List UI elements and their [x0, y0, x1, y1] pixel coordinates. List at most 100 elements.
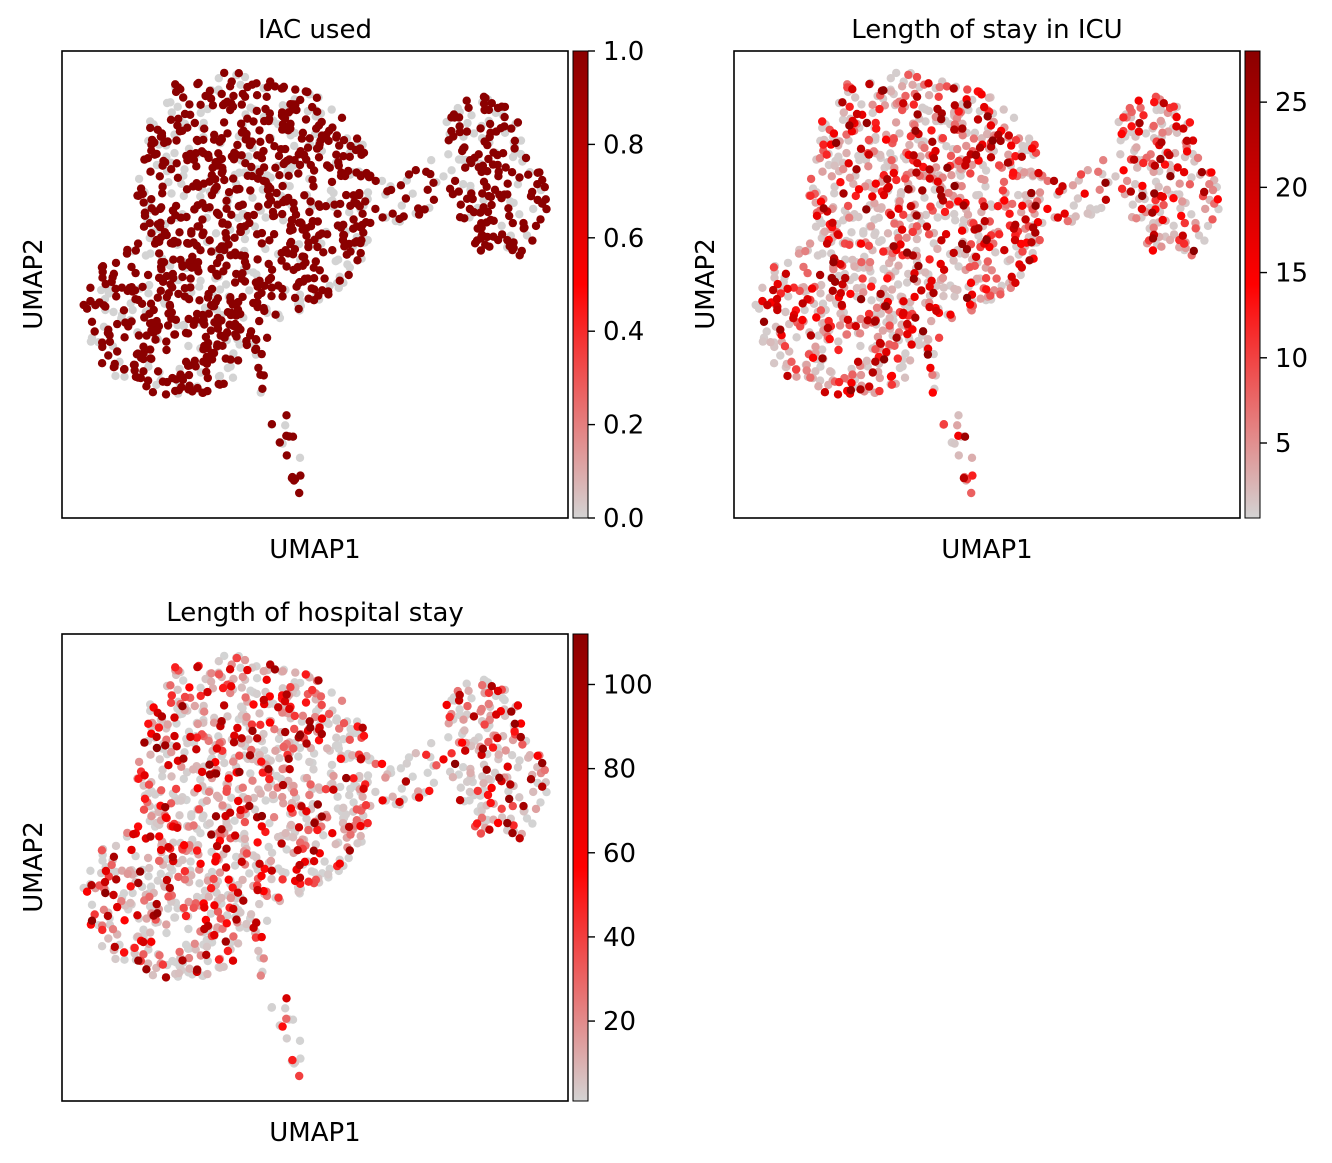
data-point — [179, 903, 188, 913]
data-point — [128, 888, 137, 898]
data-point — [481, 240, 490, 249]
data-point — [1165, 150, 1174, 160]
data-point — [401, 777, 411, 786]
data-point — [209, 135, 219, 144]
data-point — [359, 731, 369, 740]
data-point — [904, 269, 913, 279]
data-point — [462, 96, 471, 105]
data-point — [819, 204, 828, 213]
data-point — [222, 204, 231, 213]
data-point — [294, 823, 304, 832]
data-point — [197, 767, 207, 777]
data-point — [239, 896, 248, 905]
data-point — [874, 213, 883, 222]
data-point — [903, 330, 912, 339]
data-point — [439, 755, 448, 764]
data-point — [1139, 111, 1148, 120]
data-point — [926, 363, 935, 373]
data-point — [1049, 176, 1059, 186]
data-point — [885, 313, 894, 323]
data-point — [256, 370, 265, 379]
data-point — [538, 782, 547, 791]
data-point — [138, 282, 147, 292]
data-point — [816, 197, 826, 206]
data-point — [891, 118, 901, 127]
data-point — [484, 154, 493, 164]
data-point — [235, 184, 244, 194]
data-point — [308, 685, 317, 695]
data-point — [1179, 124, 1188, 133]
data-point — [836, 260, 845, 269]
data-point — [460, 726, 469, 735]
data-point — [306, 723, 315, 732]
data-point — [432, 761, 441, 770]
data-point — [510, 136, 520, 145]
data-point — [230, 233, 239, 242]
data-point — [776, 351, 785, 360]
data-point — [361, 197, 370, 206]
data-point — [109, 269, 119, 278]
data-point — [302, 814, 311, 823]
data-point — [1207, 168, 1216, 177]
data-point — [524, 170, 533, 179]
data-point — [186, 110, 195, 120]
data-point — [429, 195, 439, 204]
data-point — [516, 732, 525, 742]
data-point — [213, 907, 223, 916]
data-point — [206, 677, 216, 686]
data-point — [974, 231, 983, 240]
data-point — [241, 693, 250, 702]
data-point — [257, 288, 266, 298]
data-point — [173, 121, 182, 130]
data-point — [173, 904, 182, 913]
data-point — [823, 323, 833, 333]
data-point — [256, 720, 265, 729]
data-point — [205, 770, 215, 779]
data-point — [1071, 212, 1080, 221]
data-point — [1182, 136, 1192, 145]
data-point — [1053, 213, 1063, 222]
data-point — [839, 189, 848, 198]
data-point — [295, 860, 304, 870]
data-point — [313, 825, 322, 835]
data-point — [489, 216, 498, 225]
data-point — [1083, 209, 1092, 218]
data-point — [155, 249, 164, 258]
data-point — [967, 160, 977, 170]
data-point — [97, 846, 107, 855]
data-point — [498, 149, 508, 158]
data-point — [113, 902, 122, 912]
data-point — [104, 934, 113, 943]
data-point — [288, 1015, 298, 1024]
data-point — [339, 152, 348, 161]
data-point — [890, 219, 899, 228]
data-point — [336, 782, 345, 792]
data-point — [783, 258, 793, 268]
data-point — [1194, 231, 1204, 240]
data-point — [268, 790, 278, 800]
data-point — [881, 302, 891, 311]
data-point — [158, 182, 167, 191]
data-point — [232, 852, 241, 862]
data-point — [161, 390, 171, 399]
data-point — [157, 786, 166, 795]
data-point — [285, 121, 294, 131]
data-point — [1148, 234, 1158, 243]
data-point — [423, 185, 432, 194]
data-point — [133, 822, 143, 831]
data-point — [918, 103, 927, 112]
data-point — [183, 329, 193, 338]
data-point — [473, 786, 482, 796]
data-point — [1150, 98, 1159, 107]
data-point — [811, 367, 820, 376]
data-point — [487, 783, 496, 793]
data-point — [1137, 204, 1147, 214]
data-point — [220, 758, 229, 768]
data-point — [476, 124, 485, 133]
data-point — [822, 150, 831, 159]
data-point — [991, 248, 1000, 257]
data-point — [302, 739, 311, 748]
data-point — [497, 221, 506, 230]
data-point — [279, 742, 288, 752]
